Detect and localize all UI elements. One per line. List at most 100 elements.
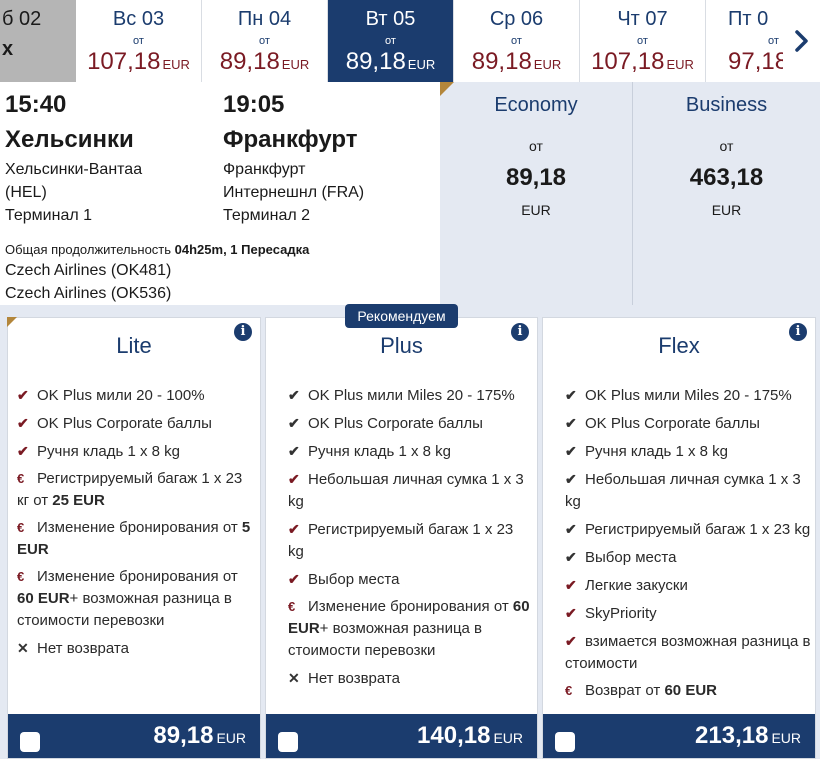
euro-icon: €	[17, 471, 25, 486]
fare-feature: ✔ взимается возможная разница в стоимости	[565, 630, 811, 675]
date-item-selected[interactable]: Вт 05 от 89,18 EUR	[328, 0, 454, 82]
chevron-right-icon	[794, 30, 808, 52]
fare-price: 89,18 EUR	[153, 722, 246, 750]
feature-text: SkyPriority	[585, 605, 657, 622]
date-label: Ср 06	[489, 8, 544, 30]
fare-card-lite: i Lite ✔ OK Plus мили 20 - 100% ✔ OK Plus C…	[7, 317, 261, 759]
selected-corner-marker	[7, 317, 17, 327]
departure-city: Хельсинки	[5, 126, 134, 153]
check-icon: ✔	[565, 577, 577, 593]
arrival-airport-code: Интернешнл (FRA)	[223, 184, 365, 201]
feature-text: Небольшая личная сумка 1 x 3 kg	[288, 471, 524, 510]
date-item[interactable]: Пт 0 от 97,18	[706, 0, 783, 82]
fare-options: i Lite ✔ OK Plus мили 20 - 100% ✔ OK Plus C…	[0, 305, 820, 759]
close-icon[interactable]: x	[2, 38, 14, 60]
cross-icon: ✕	[288, 670, 300, 686]
duration-label: Общая продолжительность	[5, 242, 172, 257]
feature-text: Нет возврата	[37, 640, 129, 657]
check-icon: ✔	[565, 471, 577, 487]
fare-select-button[interactable]: 140,18 EUR	[266, 714, 537, 758]
price-currency: EUR	[281, 57, 310, 72]
arrival-airport: Франкфурт	[223, 161, 306, 178]
fare-feature: ✕ Нет возврата	[17, 637, 255, 660]
cabin-from-label: от	[719, 138, 734, 154]
price-amount: 89,18	[219, 48, 280, 75]
feature-text: OK Plus мили Miles 20 - 175%	[585, 387, 792, 404]
info-icon[interactable]: i	[511, 323, 529, 341]
price-amount: 89,18	[345, 48, 406, 75]
price-from-label: от	[637, 35, 648, 47]
fare-features: ✔ OK Plus мили Miles 20 - 175% ✔ OK Plus Co…	[288, 384, 533, 695]
date-label: Чт 07	[617, 8, 668, 30]
info-icon[interactable]: i	[234, 323, 252, 341]
feature-text: OK Plus Corporate баллы	[37, 415, 212, 432]
euro-icon: €	[17, 569, 25, 584]
feature-price: 60 EUR	[664, 682, 717, 699]
feature-text: Выбор места	[585, 549, 677, 566]
check-icon: ✔	[565, 633, 577, 649]
feature-text: Изменение бронирования от	[37, 519, 242, 536]
fare-feature: ✔ SkyPriority	[565, 602, 811, 625]
price-from-label: от	[511, 35, 522, 47]
cabin-from-label: от	[529, 138, 543, 154]
fare-feature: ✔ Ручня кладь 1 x 8 kg	[565, 440, 811, 463]
date-item-prev[interactable]: б 02 x	[0, 0, 76, 82]
arrival-info: 19:05 Франкфурт Франкфурт Интернешнл (FR…	[223, 82, 433, 227]
price-from-label: от	[385, 35, 396, 47]
date-label: Вс 03	[112, 8, 165, 30]
departure-airport-code: (HEL)	[5, 184, 47, 201]
cabin-business[interactable]: Business от 463,18 EUR	[633, 82, 820, 305]
fare-feature: ✔ OK Plus Corporate баллы	[17, 412, 255, 435]
fare-radio[interactable]	[20, 732, 40, 752]
date-item[interactable]: Чт 07 от 107,18 EUR	[580, 0, 706, 82]
flight-details: 15:40 Хельсинки Хельсинки-Вантаа (HEL) Т…	[0, 82, 440, 305]
fare-feature: ✔ Небольшая личная сумка 1 x 3 kg	[565, 468, 811, 513]
fare-feature: ✔ Выбор места	[565, 546, 811, 569]
fare-name: Flex	[658, 333, 700, 358]
fare-feature: ✔ Выбор места	[288, 568, 533, 591]
feature-text: Регистрируемый багаж 1 x 23 kg	[585, 521, 811, 538]
fare-feature: ✔ OK Plus Corporate баллы	[565, 412, 811, 435]
fare-price: 213,18 EUR	[695, 722, 801, 750]
departure-terminal: Терминал 1	[5, 207, 93, 224]
divider	[632, 82, 633, 305]
fare-feature: ✔ Ручня кладь 1 x 8 kg	[288, 440, 533, 463]
feature-text-tail: + возможная разница в стоимости перевозк…	[288, 620, 483, 659]
duration-value: 04h25m, 1 Пересадка	[174, 242, 310, 257]
price-from-label: от	[133, 35, 144, 47]
fare-feature: ✔ OK Plus мили 20 - 100%	[17, 384, 255, 407]
recommended-badge: Рекомендуем	[345, 304, 458, 328]
info-icon[interactable]: i	[789, 323, 807, 341]
date-price: 107,18 EUR	[76, 49, 201, 78]
fare-feature: ✔ OK Plus Corporate баллы	[288, 412, 533, 435]
check-icon: ✔	[288, 471, 300, 487]
check-icon: ✔	[17, 443, 29, 459]
cabin-economy[interactable]: Economy от 89,18 EUR	[440, 82, 632, 305]
price-currency: EUR	[666, 57, 694, 72]
check-icon: ✔	[565, 387, 577, 403]
fare-select-button[interactable]: 89,18 EUR	[8, 714, 260, 758]
fare-select-button[interactable]: 213,18 EUR	[543, 714, 815, 758]
fare-radio[interactable]	[555, 732, 575, 752]
date-label: Пт 0	[728, 8, 769, 30]
price-currency: EUR	[162, 57, 190, 72]
date-item[interactable]: Пн 04 от 89,18 EUR	[202, 0, 328, 82]
feature-text-tail: + возможная разница в стоимости перевозк…	[17, 590, 232, 629]
feature-price: 60 EUR	[288, 598, 530, 637]
fare-price-amount: 213,18	[695, 722, 769, 749]
feature-text: Небольшая личная сумка 1 x 3 kg	[565, 471, 801, 510]
fare-feature: € Возврат от 60 EUR	[565, 680, 811, 702]
fare-radio[interactable]	[278, 732, 298, 752]
fare-feature: € Регистрируемый багаж 1 x 23 кг от 25 EU…	[17, 468, 255, 512]
fare-feature: ✔ Регистрируемый багаж 1 x 23 kg	[288, 518, 533, 563]
cabin-price: 463,18	[689, 164, 764, 191]
date-item[interactable]: Вс 03 от 107,18 EUR	[76, 0, 202, 82]
feature-price: 25 EUR	[52, 492, 105, 509]
airline-segment: Czech Airlines (OK481)	[5, 262, 172, 279]
total-duration: Общая продолжительность 04h25m, 1 Переса…	[5, 242, 309, 257]
date-item[interactable]: Ср 06 от 89,18 EUR	[454, 0, 580, 82]
check-icon: ✔	[565, 605, 577, 621]
next-dates-button[interactable]	[783, 0, 820, 82]
price-currency: EUR	[533, 57, 562, 72]
cabin-class-selector: Economy от 89,18 EUR Business от 463,18 …	[440, 82, 820, 305]
